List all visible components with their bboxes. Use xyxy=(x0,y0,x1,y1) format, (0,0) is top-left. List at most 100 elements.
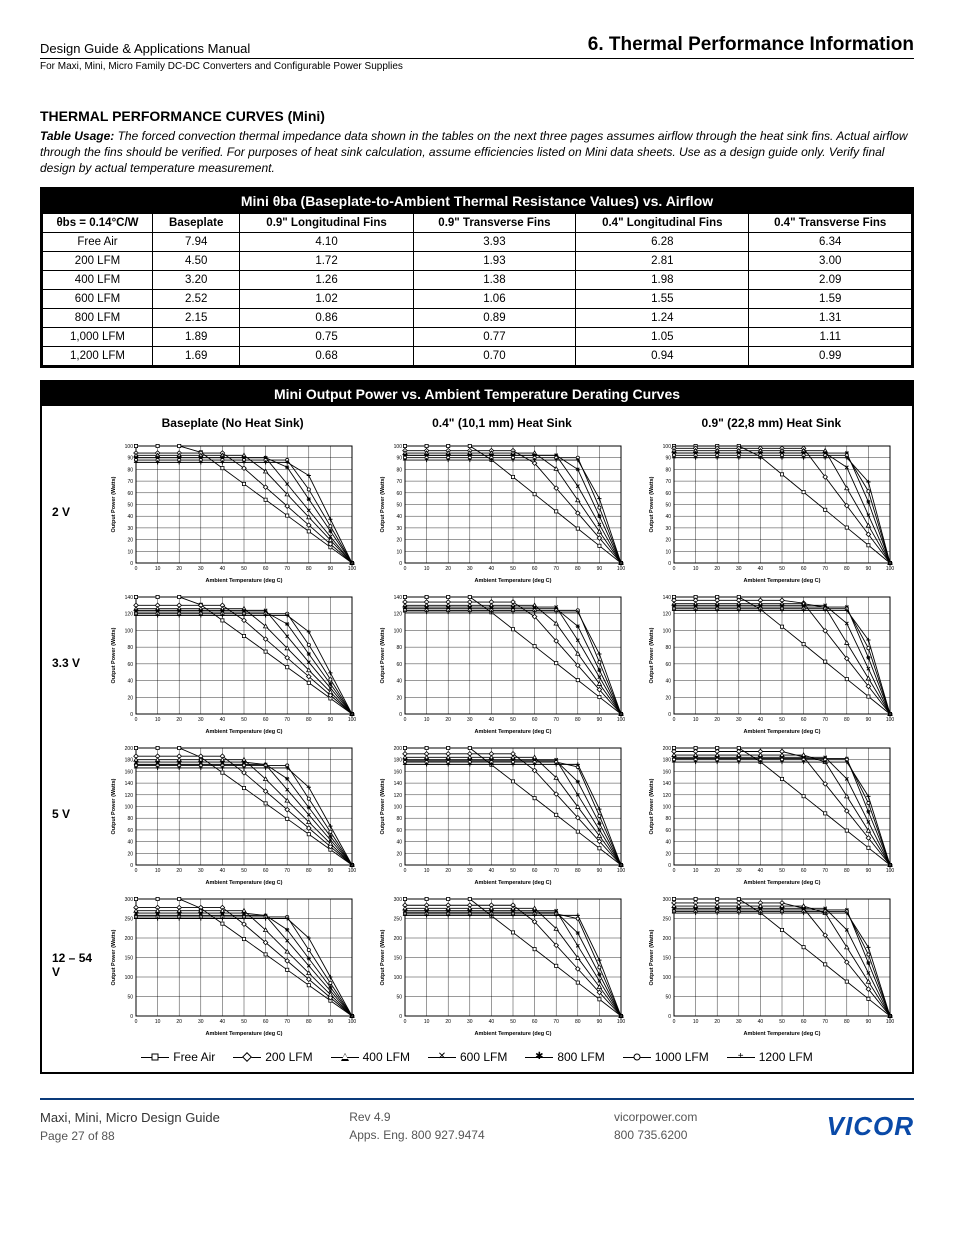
svg-text:30: 30 xyxy=(467,717,473,723)
svg-text:140: 140 xyxy=(663,781,672,787)
legend-label: 400 LFM xyxy=(363,1050,410,1064)
svg-text:60: 60 xyxy=(801,566,807,572)
svg-text:10: 10 xyxy=(424,717,430,723)
svg-text:50: 50 xyxy=(127,994,133,1000)
svg-text:90: 90 xyxy=(597,868,603,874)
derating-chart: 0102030405060708090100020406080100120140… xyxy=(637,589,906,738)
svg-text:0: 0 xyxy=(134,868,137,874)
svg-text:10: 10 xyxy=(693,566,699,572)
svg-text:20: 20 xyxy=(127,695,133,701)
svg-text:0: 0 xyxy=(404,868,407,874)
svg-text:20: 20 xyxy=(396,537,402,543)
vicor-logo: VICOR xyxy=(827,1111,914,1142)
svg-text:Ambient Temperature (deg C): Ambient Temperature (deg C) xyxy=(205,1031,282,1037)
svg-text:Output Power (Watts): Output Power (Watts) xyxy=(380,627,386,683)
svg-text:0: 0 xyxy=(399,1014,402,1020)
legend-item: ✕600 LFM xyxy=(428,1050,507,1064)
svg-text:70: 70 xyxy=(823,717,829,723)
svg-text:90: 90 xyxy=(327,868,333,874)
svg-text:200: 200 xyxy=(124,936,133,942)
svg-text:90: 90 xyxy=(666,455,672,461)
svg-text:100: 100 xyxy=(886,1019,895,1025)
svg-text:30: 30 xyxy=(666,525,672,531)
svg-text:100: 100 xyxy=(124,975,133,981)
svg-text:Ambient Temperature (deg C): Ambient Temperature (deg C) xyxy=(475,1031,552,1037)
svg-text:Ambient Temperature (deg C): Ambient Temperature (deg C) xyxy=(744,880,821,886)
svg-text:100: 100 xyxy=(663,804,672,810)
svg-text:Output Power (Watts): Output Power (Watts) xyxy=(649,476,655,532)
svg-text:60: 60 xyxy=(801,868,807,874)
svg-text:70: 70 xyxy=(284,566,290,572)
usage-lead: Table Usage: xyxy=(40,129,114,143)
footer-page: Page 27 of 88 xyxy=(40,1127,220,1145)
svg-text:140: 140 xyxy=(394,595,403,601)
svg-text:20: 20 xyxy=(176,868,182,874)
svg-text:60: 60 xyxy=(801,717,807,723)
svg-text:40: 40 xyxy=(219,566,225,572)
svg-text:0: 0 xyxy=(134,566,137,572)
svg-text:50: 50 xyxy=(780,566,786,572)
svg-text:30: 30 xyxy=(198,1019,204,1025)
svg-text:0: 0 xyxy=(669,561,672,567)
header-right: 6. Thermal Performance Information xyxy=(588,34,914,56)
svg-text:Output Power (Watts): Output Power (Watts) xyxy=(649,627,655,683)
svg-text:120: 120 xyxy=(124,611,133,617)
svg-text:80: 80 xyxy=(844,868,850,874)
svg-text:60: 60 xyxy=(396,827,402,833)
svg-text:80: 80 xyxy=(575,1019,581,1025)
svg-text:70: 70 xyxy=(284,1019,290,1025)
legend-label: 1000 LFM xyxy=(655,1050,709,1064)
svg-text:Ambient Temperature (deg C): Ambient Temperature (deg C) xyxy=(205,729,282,735)
svg-text:90: 90 xyxy=(866,717,872,723)
derating-chart: 0102030405060708090100050100150200250300… xyxy=(637,891,906,1040)
svg-text:90: 90 xyxy=(866,566,872,572)
svg-text:140: 140 xyxy=(663,595,672,601)
svg-text:90: 90 xyxy=(866,868,872,874)
footer-apps: Apps. Eng. 800 927.9474 xyxy=(349,1126,484,1144)
svg-text:20: 20 xyxy=(715,566,721,572)
thermal-table: Mini θba (Baseplate-to-Ambient Thermal R… xyxy=(40,187,914,368)
svg-text:80: 80 xyxy=(575,868,581,874)
legend-item: +1200 LFM xyxy=(727,1050,813,1064)
svg-text:20: 20 xyxy=(445,868,451,874)
svg-text:0: 0 xyxy=(399,863,402,869)
svg-text:0: 0 xyxy=(399,561,402,567)
svg-text:0: 0 xyxy=(130,561,133,567)
svg-text:80: 80 xyxy=(306,717,312,723)
svg-text:40: 40 xyxy=(396,514,402,520)
svg-text:40: 40 xyxy=(489,1019,495,1025)
svg-text:60: 60 xyxy=(666,490,672,496)
footer-web: vicorpower.com xyxy=(614,1108,697,1126)
chart-row-head: 12 – 54 V xyxy=(48,891,98,1040)
svg-text:20: 20 xyxy=(445,1019,451,1025)
svg-text:70: 70 xyxy=(823,1019,829,1025)
svg-text:40: 40 xyxy=(127,678,133,684)
svg-text:50: 50 xyxy=(780,868,786,874)
svg-text:100: 100 xyxy=(617,868,626,874)
legend-label: 1200 LFM xyxy=(759,1050,813,1064)
svg-text:80: 80 xyxy=(127,816,133,822)
svg-text:40: 40 xyxy=(219,868,225,874)
svg-text:60: 60 xyxy=(532,566,538,572)
svg-text:50: 50 xyxy=(666,502,672,508)
svg-text:90: 90 xyxy=(396,455,402,461)
svg-text:10: 10 xyxy=(154,868,160,874)
svg-text:Output Power (Watts): Output Power (Watts) xyxy=(380,476,386,532)
svg-text:50: 50 xyxy=(666,994,672,1000)
svg-text:40: 40 xyxy=(758,566,764,572)
svg-text:70: 70 xyxy=(823,566,829,572)
svg-text:40: 40 xyxy=(489,566,495,572)
svg-text:0: 0 xyxy=(669,863,672,869)
svg-text:50: 50 xyxy=(780,1019,786,1025)
svg-text:80: 80 xyxy=(575,717,581,723)
svg-text:100: 100 xyxy=(617,717,626,723)
svg-text:30: 30 xyxy=(467,868,473,874)
svg-text:Ambient Temperature (deg C): Ambient Temperature (deg C) xyxy=(744,729,821,735)
svg-text:50: 50 xyxy=(396,502,402,508)
svg-text:Output Power (Watts): Output Power (Watts) xyxy=(649,929,655,985)
svg-text:30: 30 xyxy=(198,868,204,874)
chart-row-head: 5 V xyxy=(48,740,98,889)
svg-text:80: 80 xyxy=(844,1019,850,1025)
svg-text:50: 50 xyxy=(241,1019,247,1025)
svg-text:80: 80 xyxy=(396,645,402,651)
